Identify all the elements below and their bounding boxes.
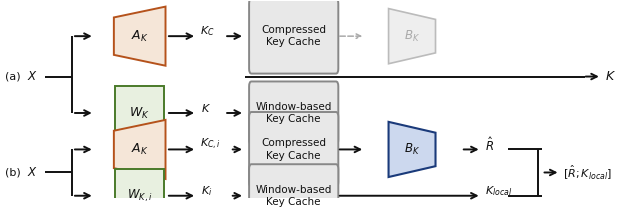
Text: $B_K$: $B_K$ <box>404 142 420 157</box>
FancyBboxPatch shape <box>249 164 339 208</box>
Text: $X$: $X$ <box>28 70 38 83</box>
Text: $K_i$: $K_i$ <box>201 184 212 198</box>
Text: $K_C$: $K_C$ <box>200 24 214 38</box>
Bar <box>115 169 164 208</box>
Polygon shape <box>388 9 435 64</box>
Text: Window-based
Key Cache: Window-based Key Cache <box>255 102 332 124</box>
Text: $B_K$: $B_K$ <box>404 29 420 44</box>
Text: (b): (b) <box>5 167 21 177</box>
Text: $A_K$: $A_K$ <box>131 142 148 157</box>
FancyBboxPatch shape <box>249 0 339 74</box>
FancyBboxPatch shape <box>249 82 339 145</box>
Text: Window-based
Key Cache: Window-based Key Cache <box>255 184 332 207</box>
Text: $\hat{R}$: $\hat{R}$ <box>485 136 494 154</box>
Text: Compressed
Key Cache: Compressed Key Cache <box>261 138 326 161</box>
Text: $W_{K,i}$: $W_{K,i}$ <box>127 188 152 204</box>
Text: $K$: $K$ <box>201 102 211 114</box>
Polygon shape <box>114 7 166 66</box>
Polygon shape <box>114 120 166 179</box>
FancyBboxPatch shape <box>249 112 339 187</box>
Text: $X$: $X$ <box>28 166 38 179</box>
Bar <box>115 86 164 140</box>
Text: $[\hat{R}; K_{local}]$: $[\hat{R}; K_{local}]$ <box>563 163 612 182</box>
Polygon shape <box>388 122 435 177</box>
Text: (a): (a) <box>5 72 21 82</box>
Text: $K_{local}$: $K_{local}$ <box>485 184 513 198</box>
Text: $K$: $K$ <box>605 70 616 83</box>
Text: $A_K$: $A_K$ <box>131 29 148 44</box>
Text: Compressed
Key Cache: Compressed Key Cache <box>261 25 326 47</box>
Text: $W_K$: $W_K$ <box>129 105 150 121</box>
Text: $K_{C,i}$: $K_{C,i}$ <box>200 137 221 152</box>
